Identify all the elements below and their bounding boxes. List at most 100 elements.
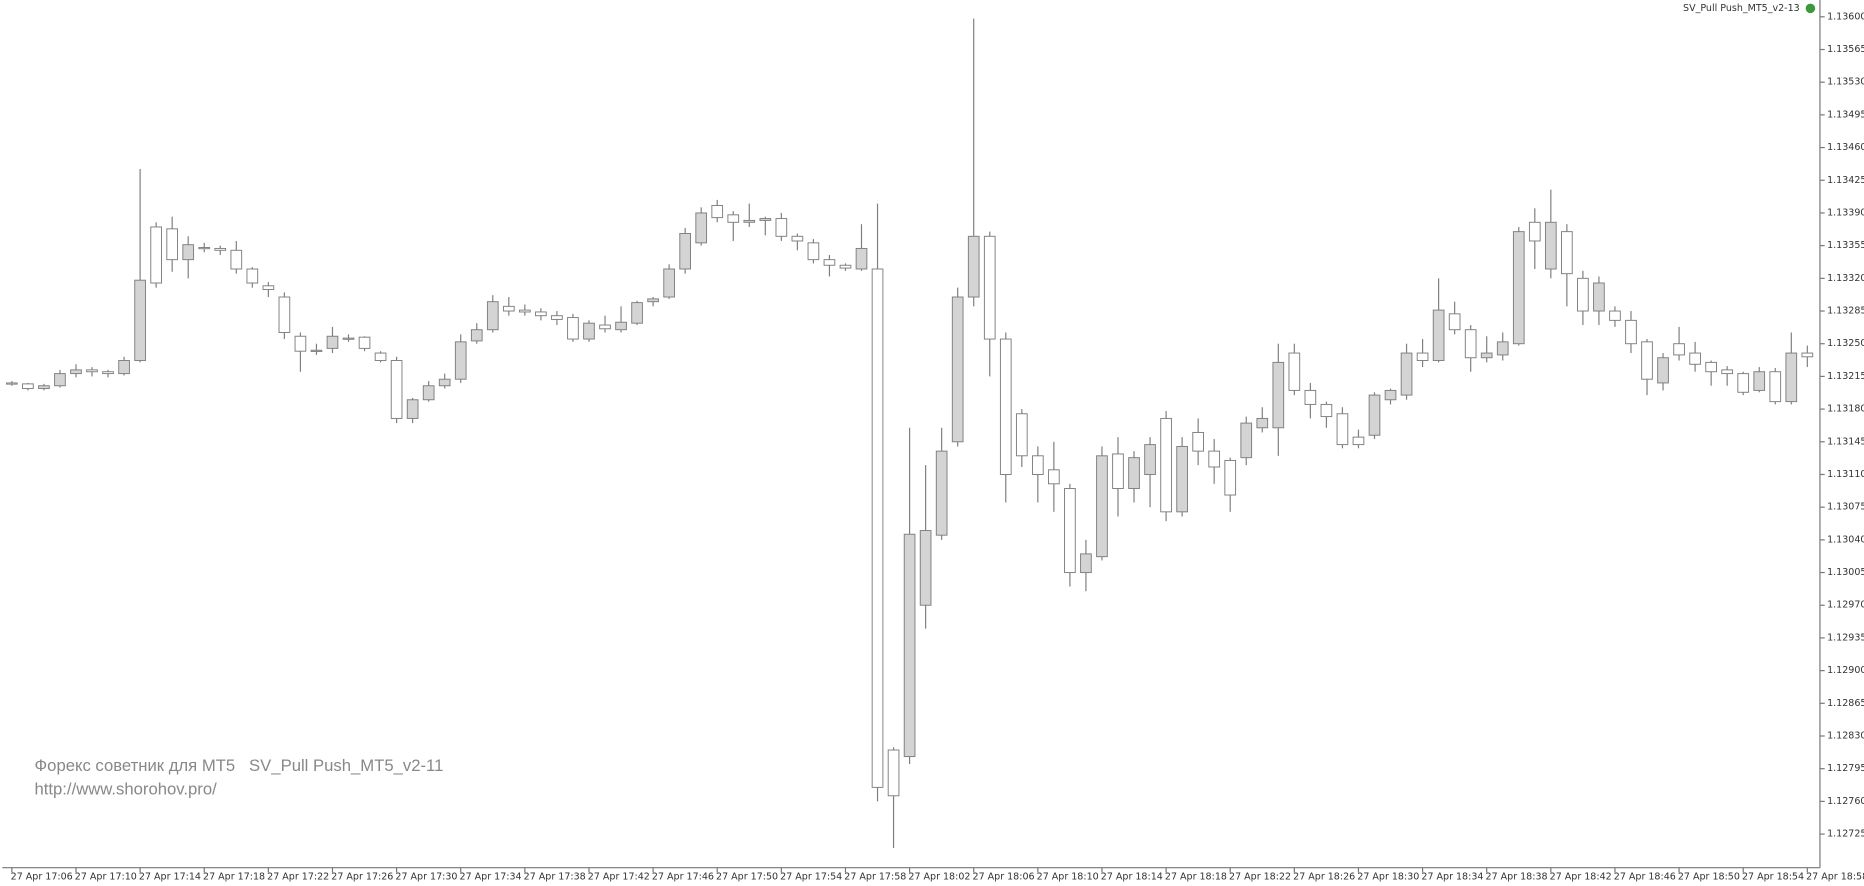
candle-body xyxy=(1336,413,1349,446)
candle-body xyxy=(150,226,162,284)
candle-body xyxy=(599,324,611,330)
candle-body xyxy=(919,530,932,606)
candle-body xyxy=(1144,444,1156,475)
x-tick-label: 27 Apr 18:10 xyxy=(1037,872,1099,882)
candle-body xyxy=(1192,431,1204,452)
candle-body xyxy=(102,371,114,375)
y-tick-label: 1.13075 xyxy=(1827,502,1864,513)
y-tick-label: 1.13005 xyxy=(1827,567,1864,578)
candle-body xyxy=(390,360,403,419)
candle-body xyxy=(1352,436,1365,446)
candle-body xyxy=(1609,310,1621,321)
y-tick-label: 1.13285 xyxy=(1827,306,1864,317)
candle-body xyxy=(1064,488,1076,574)
candle-body xyxy=(1769,371,1782,403)
candle-body xyxy=(342,337,355,340)
y-tick-label: 1.12760 xyxy=(1827,796,1864,807)
candle-body xyxy=(1031,455,1044,475)
candle-body xyxy=(1416,352,1429,362)
y-tick-label: 1.13355 xyxy=(1827,240,1864,251)
candle-body xyxy=(1673,343,1685,356)
candle-body xyxy=(134,279,146,362)
candle-body xyxy=(1160,417,1172,513)
y-tick-label: 1.13145 xyxy=(1827,436,1864,447)
x-tick-label: 27 Apr 17:26 xyxy=(331,872,393,882)
x-tick-label: 27 Apr 17:42 xyxy=(588,872,650,882)
x-tick-label: 27 Apr 17:34 xyxy=(460,872,522,882)
candle-body xyxy=(1320,403,1333,418)
candle-body xyxy=(647,298,659,303)
x-tick-label: 27 Apr 18:22 xyxy=(1229,872,1291,882)
y-tick-label: 1.13565 xyxy=(1827,44,1864,55)
x-tick-label: 27 Apr 17:06 xyxy=(11,872,73,882)
x-tick-label: 27 Apr 18:02 xyxy=(908,872,970,882)
candle-body xyxy=(535,311,547,317)
candle-body xyxy=(358,336,371,349)
candle-body xyxy=(1657,357,1669,384)
x-tick-label: 27 Apr 18:18 xyxy=(1165,872,1227,882)
candle-body xyxy=(1785,352,1798,403)
candle-body xyxy=(1480,352,1493,359)
candle-body xyxy=(1528,221,1541,242)
x-tick-label: 27 Apr 17:30 xyxy=(395,872,457,882)
candle-body xyxy=(1256,417,1269,429)
y-tick-label: 1.13390 xyxy=(1827,207,1864,218)
x-tick-label: 27 Apr 18:14 xyxy=(1101,872,1163,882)
x-tick-label: 27 Apr 18:30 xyxy=(1357,872,1419,882)
indicator-icon xyxy=(1805,3,1816,14)
candle-body xyxy=(166,228,179,261)
candle-body xyxy=(1705,361,1717,373)
candle-body xyxy=(1432,309,1445,362)
x-tick-label: 27 Apr 18:46 xyxy=(1614,872,1676,882)
candle-body xyxy=(38,385,50,390)
x-tick-label: 27 Apr 17:50 xyxy=(716,872,778,882)
candle-body xyxy=(1544,221,1557,270)
x-tick-label: 27 Apr 18:42 xyxy=(1550,872,1612,882)
x-tick-label: 27 Apr 18:34 xyxy=(1421,872,1483,882)
candle-body xyxy=(278,296,291,333)
candle-body xyxy=(230,249,243,270)
candle-body xyxy=(214,247,227,251)
x-tick-label: 27 Apr 17:58 xyxy=(844,872,906,882)
candle-body xyxy=(1593,282,1605,312)
candle-body xyxy=(454,341,467,380)
y-tick-label: 1.13495 xyxy=(1827,109,1864,120)
candle-body xyxy=(486,301,499,331)
candle-body xyxy=(374,352,387,362)
x-tick-label: 27 Apr 18:58 xyxy=(1806,872,1864,882)
x-tick-label: 27 Apr 17:22 xyxy=(267,872,329,882)
candle-body xyxy=(246,268,259,284)
candle-body xyxy=(727,214,740,223)
candle-body xyxy=(1561,231,1573,275)
candle-body xyxy=(70,369,82,375)
x-tick-label: 27 Apr 17:10 xyxy=(75,872,137,882)
candle-body xyxy=(999,338,1012,475)
y-tick-label: 1.12970 xyxy=(1827,600,1864,611)
y-tick-label: 1.12935 xyxy=(1827,632,1864,643)
x-tick-label: 27 Apr 18:26 xyxy=(1293,872,1355,882)
candle-body xyxy=(1096,455,1108,558)
candle-body xyxy=(775,218,788,237)
x-tick-label: 27 Apr 18:06 xyxy=(973,872,1035,882)
x-tick-label: 27 Apr 17:46 xyxy=(652,872,714,882)
candle-body xyxy=(182,244,195,261)
y-tick-label: 1.12830 xyxy=(1827,731,1864,742)
candle-body xyxy=(855,247,868,270)
y-tick-label: 1.13215 xyxy=(1827,371,1864,382)
y-tick-label: 1.12725 xyxy=(1827,829,1864,840)
candle-body xyxy=(759,218,772,221)
candle-body xyxy=(1512,231,1525,345)
candle-body xyxy=(294,335,307,352)
candle-body xyxy=(198,247,211,250)
x-tick-label: 27 Apr 18:38 xyxy=(1486,872,1548,882)
candle-body xyxy=(1721,369,1734,375)
y-tick-label: 1.13180 xyxy=(1827,404,1864,415)
candle-body xyxy=(1048,469,1060,485)
candle-body xyxy=(1208,450,1221,468)
y-tick-label: 1.12865 xyxy=(1827,698,1864,709)
candle-body xyxy=(631,302,643,324)
candle-body xyxy=(1176,445,1188,513)
candle-body xyxy=(951,296,964,443)
candle-body xyxy=(1448,313,1461,331)
